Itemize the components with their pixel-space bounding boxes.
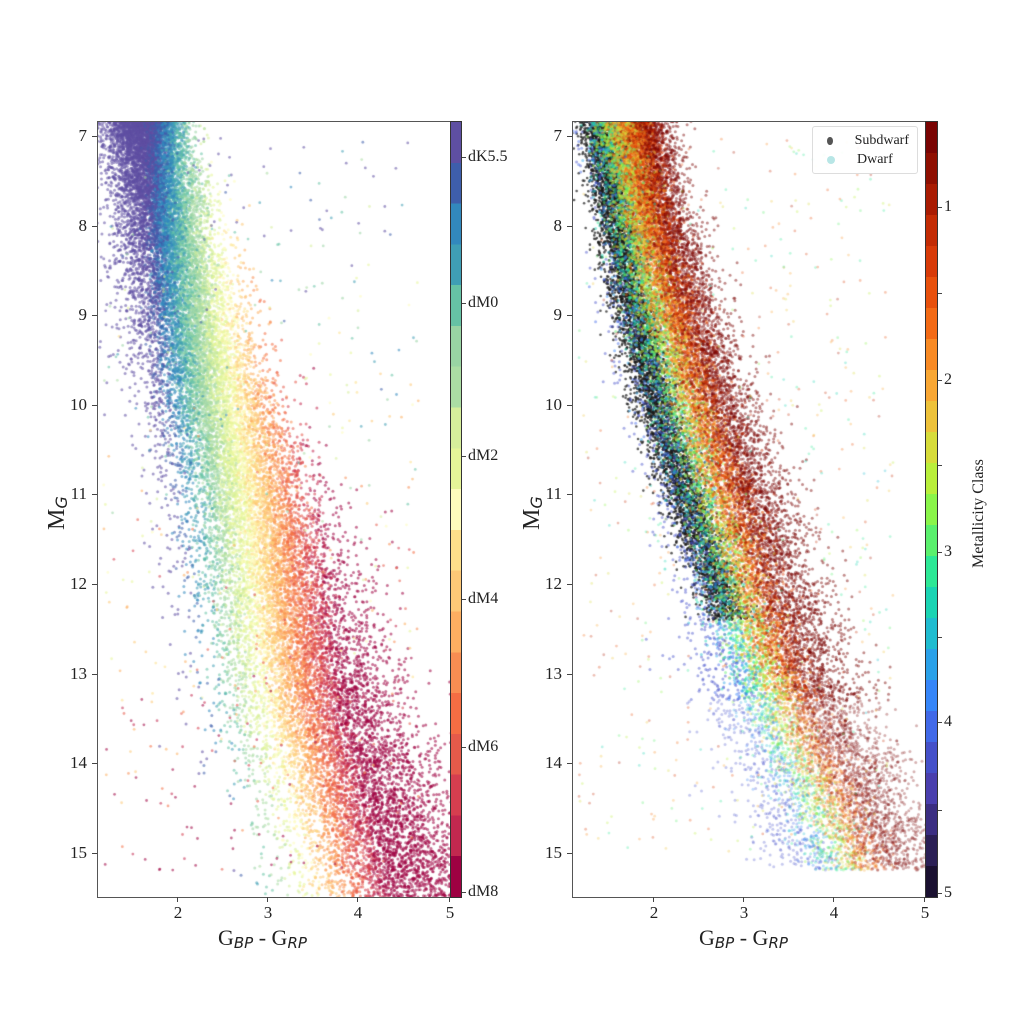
- x-axis-label: GBP - GRP: [218, 925, 307, 952]
- y-tick: 8: [522, 217, 572, 235]
- y-tick: 10: [522, 396, 572, 414]
- y-tick: 10: [47, 396, 97, 414]
- y-tick: 14: [522, 754, 572, 772]
- left-scatter-canvas: [98, 122, 450, 897]
- y-tick: 9: [47, 306, 97, 324]
- colorbar-tick: dM8: [461, 883, 499, 900]
- y-tick: 11: [522, 485, 572, 503]
- y-tick: 15: [47, 844, 97, 862]
- colorbar-tick: dM4: [461, 590, 499, 607]
- y-tick: 12: [47, 575, 97, 593]
- right-scatter-canvas: [573, 122, 925, 897]
- x-tick: 3: [253, 897, 283, 922]
- y-tick: 12: [522, 575, 572, 593]
- x-tick: 4: [343, 897, 373, 922]
- spectral-type-colorbar: [450, 121, 462, 898]
- y-tick: 11: [47, 485, 97, 503]
- colorbar-minor-tick: [938, 293, 942, 294]
- x-tick: 3: [729, 897, 759, 922]
- colorbar-minor-tick: [938, 810, 942, 811]
- x-tick: 5: [910, 897, 940, 922]
- y-tick: 13: [47, 665, 97, 683]
- colorbar-tick: 3: [938, 543, 952, 560]
- y-tick: 15: [522, 844, 572, 862]
- x-axis-label: GBP - GRP: [699, 925, 788, 952]
- subdwarf-marker-icon: [827, 136, 833, 145]
- x-tick: 4: [819, 897, 849, 922]
- colorbar-tick: dK5.5: [462, 148, 508, 165]
- colorbar-tick: 5: [938, 884, 952, 901]
- y-tick: 7: [47, 127, 97, 145]
- colorbar-tick: 4: [938, 713, 952, 730]
- y-tick: 8: [47, 217, 97, 235]
- y-tick: 9: [522, 306, 572, 324]
- y-axis-label: MG: [519, 496, 546, 530]
- colorbar-tick: dM6: [461, 738, 499, 755]
- colorbar-minor-tick: [938, 465, 942, 466]
- metallicity-colorbar: [925, 121, 938, 898]
- colorbar-label: Metallicity Class: [970, 459, 987, 568]
- legend-item-subdwarf: Subdwarf: [821, 131, 909, 150]
- legend-item-dwarf: Dwarf: [821, 150, 909, 169]
- colorbar-tick: dM2: [461, 447, 499, 464]
- x-tick: 5: [435, 897, 465, 922]
- colorbar-tick: 1: [938, 198, 952, 215]
- y-tick: 14: [47, 754, 97, 772]
- left-plot-area: [97, 121, 451, 898]
- right-plot-area: [572, 121, 926, 898]
- colorbar-tick: dM0: [461, 294, 499, 311]
- dwarf-marker-icon: [827, 155, 835, 164]
- x-tick: 2: [163, 897, 193, 922]
- colorbar-minor-tick: [938, 637, 942, 638]
- y-axis-label: MG: [44, 496, 71, 530]
- y-tick: 13: [522, 665, 572, 683]
- legend: Subdwarf Dwarf: [812, 126, 918, 174]
- colorbar-tick: 2: [938, 371, 952, 388]
- x-tick: 2: [639, 897, 669, 922]
- y-tick: 7: [522, 127, 572, 145]
